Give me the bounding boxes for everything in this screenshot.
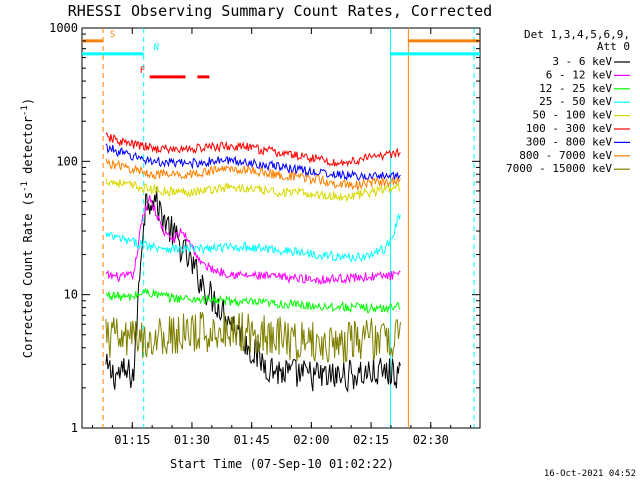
y-axis: 1 10 100 1000 — [49, 21, 480, 435]
y-axis-label-main: Corrected Count Rate (s — [21, 192, 35, 358]
y-axis-label-sup2: -1 — [20, 105, 30, 116]
y-tick-label: 100 — [56, 154, 78, 168]
series-line — [105, 177, 401, 203]
legend-entry-label: 50 - 100 keV — [533, 109, 613, 122]
plot-frame — [81, 27, 481, 429]
state-bar-label: S — [110, 30, 115, 40]
legend-entry-label: 800 - 7000 keV — [519, 149, 612, 162]
legend-entry-label: 25 - 50 keV — [539, 95, 612, 108]
state-bar-label: F — [140, 66, 145, 76]
series-line — [105, 195, 401, 286]
x-axis-label: Start Time (07-Sep-10 01:02:22) — [170, 457, 394, 471]
legend-entry-label: 100 - 300 keV — [526, 122, 612, 135]
x-tick-label: 01:15 — [114, 433, 150, 447]
x-tick-label: 02:15 — [353, 433, 389, 447]
vertical-markers — [102, 28, 475, 428]
series-group — [105, 131, 401, 393]
series-line — [105, 311, 401, 364]
state-bar-label: N — [154, 43, 159, 53]
legend-entry-label: 6 - 12 keV — [546, 68, 613, 81]
series-line — [105, 158, 401, 191]
legend-entry-label: 3 - 6 keV — [552, 55, 612, 68]
series-line — [105, 288, 401, 314]
y-axis-label-sup1: -1 — [20, 181, 30, 192]
state-bars: S N F — [82, 30, 480, 79]
footer-date: 16-Oct-2021 04:52 — [544, 469, 636, 479]
y-axis-label-mid: detector — [21, 116, 35, 181]
series-line — [105, 212, 401, 263]
plot-area — [81, 27, 481, 429]
legend-header-1: Det 1,3,4,5,6,9, — [524, 28, 630, 41]
y-axis-label-end: ) — [21, 98, 35, 105]
legend-header-2: Att 0 — [597, 40, 630, 53]
x-axis: 01:15 01:30 01:45 02:00 02:15 02:30 — [91, 28, 472, 447]
legend-entry-label: 300 - 800 keV — [526, 135, 612, 148]
x-tick-label: 01:30 — [174, 433, 210, 447]
series-line — [105, 143, 401, 181]
chart-title: RHESSI Observing Summary Count Rates, Co… — [68, 2, 492, 20]
y-tick-label: 1000 — [49, 21, 78, 35]
y-tick-label: 1 — [71, 421, 78, 435]
x-tick-label: 02:00 — [293, 433, 329, 447]
x-tick-label: 02:30 — [413, 433, 449, 447]
y-axis-label: Corrected Count Rate (s-1 detector-1) — [20, 98, 35, 358]
y-tick-label: 10 — [64, 288, 78, 302]
series-line — [105, 131, 401, 168]
legend-entry-label: 12 - 25 keV — [539, 82, 612, 95]
legend-entry-label: 7000 - 15000 keV — [506, 162, 612, 175]
series-line — [105, 187, 401, 393]
x-tick-label: 01:45 — [234, 433, 270, 447]
